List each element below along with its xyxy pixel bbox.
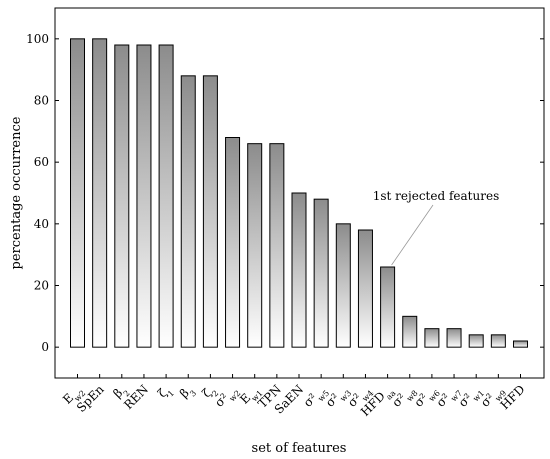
bar — [402, 315, 418, 348]
bar — [446, 328, 462, 348]
y-axis-title: percentage occurrence — [9, 116, 24, 269]
x-tick-label: ζ1 — [155, 382, 176, 403]
bar — [180, 75, 196, 348]
y-tick-label: 40 — [34, 217, 49, 231]
bar — [291, 192, 307, 348]
bar — [357, 229, 373, 348]
annotation-leader-line — [391, 204, 434, 266]
bar — [313, 198, 329, 348]
bar — [380, 266, 396, 348]
y-tick-label: 0 — [41, 340, 49, 354]
bar — [490, 334, 506, 348]
bar — [513, 340, 528, 348]
bar — [158, 44, 174, 348]
y-tick-label: 20 — [34, 279, 49, 293]
bar — [136, 44, 152, 348]
bar — [269, 143, 285, 348]
bar — [424, 328, 440, 348]
bar — [202, 75, 218, 348]
bar — [114, 44, 130, 348]
annotation-label: 1st rejected features — [373, 189, 499, 203]
x-axis-title: set of features — [252, 441, 347, 456]
bar — [92, 38, 108, 348]
y-tick-label: 60 — [34, 155, 49, 169]
x-tick-label: β3 — [177, 382, 198, 403]
x-tick-label: REN — [121, 382, 151, 412]
y-tick-label: 80 — [34, 94, 49, 108]
x-tick-label: HFD — [498, 382, 528, 412]
bar — [247, 143, 263, 348]
bar — [335, 223, 351, 348]
bar — [70, 38, 85, 348]
bar — [225, 137, 241, 348]
y-tick-label: 100 — [26, 32, 49, 46]
bars — [70, 38, 528, 348]
bar — [468, 334, 484, 348]
y-axis-ticks: 0 20 40 60 80 100 — [26, 32, 544, 354]
